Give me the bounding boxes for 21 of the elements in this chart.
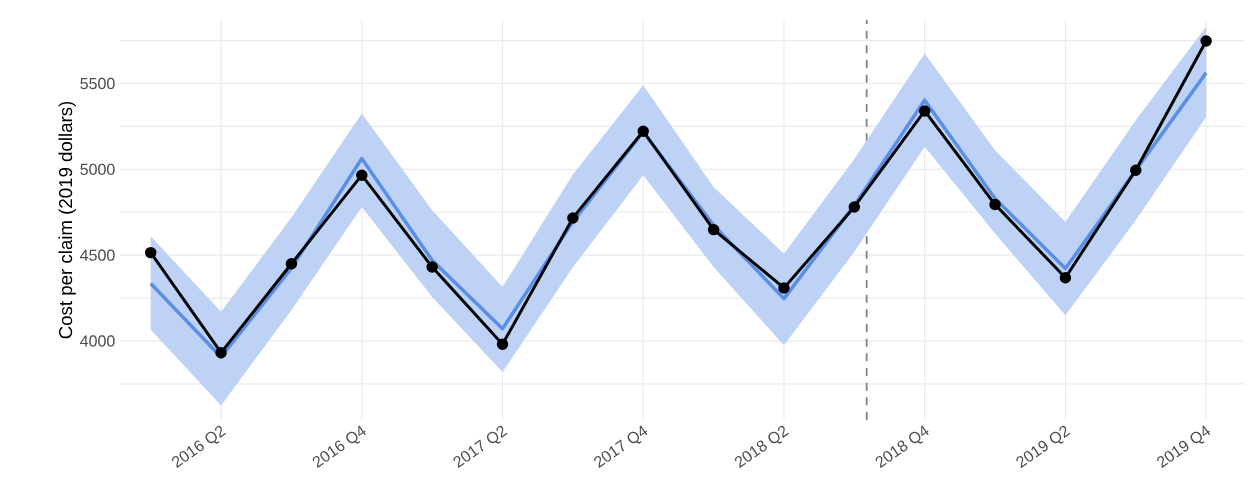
point: [144, 246, 157, 259]
point: [918, 105, 931, 117]
y-tick-label: 4500: [80, 249, 115, 261]
y-axis-title: Cost per claim (2019 dollars): [58, 101, 76, 339]
point: [356, 169, 368, 181]
point: [778, 282, 790, 294]
point: [496, 338, 509, 351]
y-tick-label: 5500: [80, 77, 115, 90]
point: [637, 125, 649, 137]
point: [1130, 164, 1142, 176]
point: [567, 212, 579, 224]
point: [989, 198, 1001, 211]
point: [215, 346, 227, 359]
point: [848, 201, 861, 213]
point: [707, 223, 720, 236]
point: [1200, 35, 1212, 47]
point: [285, 258, 298, 270]
point: [426, 261, 438, 273]
y-tick-label: 4000: [80, 335, 115, 347]
y-tick-label: 5000: [80, 163, 115, 176]
point: [1059, 271, 1072, 284]
